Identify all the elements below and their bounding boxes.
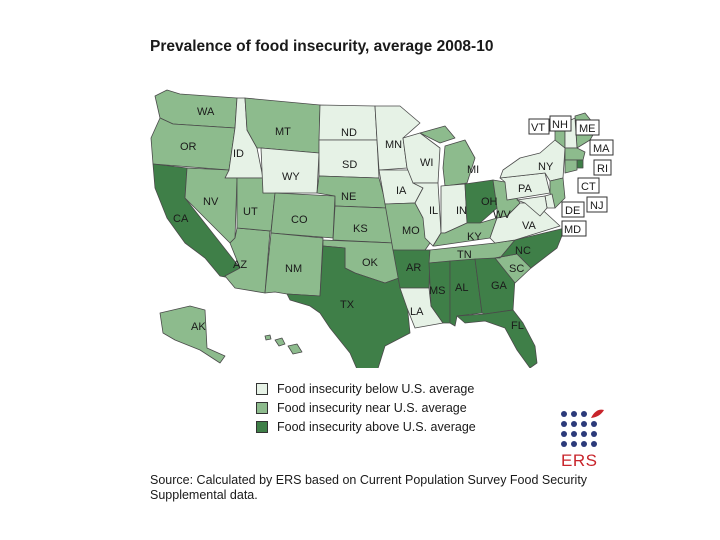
- label-IA: IA: [396, 185, 407, 197]
- label-WV: WV: [493, 209, 511, 221]
- state-NC: [494, 227, 566, 269]
- label-GA: GA: [491, 280, 508, 292]
- legend-label-near: Food insecurity near U.S. average: [277, 400, 467, 415]
- label-CT: CT: [581, 181, 596, 193]
- label-MD: MD: [564, 224, 581, 236]
- label-box-MD: [561, 220, 587, 237]
- label-VA: VA: [522, 220, 537, 232]
- label-MI: MI: [467, 164, 479, 176]
- legend-label-below: Food insecurity below U.S. average: [277, 381, 475, 396]
- label-KY: KY: [467, 231, 482, 243]
- label-TX: TX: [340, 299, 355, 311]
- label-box-VT: [528, 118, 550, 135]
- label-ID: ID: [233, 148, 244, 160]
- legend: Food insecurity below U.S. average Food …: [256, 379, 476, 436]
- label-OH: OH: [481, 196, 498, 208]
- label-DE: DE: [565, 205, 580, 217]
- state-CT: [564, 159, 578, 174]
- label-MA: MA: [593, 143, 610, 155]
- state-FL: [456, 309, 538, 368]
- us-map: WA OR CA ID NV AZ UT MT WY CO NM ND SD N…: [150, 89, 614, 368]
- state-RI: [576, 159, 584, 169]
- source-note: Source: Calculated by ERS based on Curre…: [150, 473, 588, 502]
- state-NY: [499, 139, 566, 182]
- label-IL: IL: [429, 205, 438, 217]
- state-IL: [412, 182, 442, 247]
- label-box-NH: [549, 115, 572, 132]
- map-title: Prevalence of food insecurity, average 2…: [150, 38, 494, 55]
- label-LA: LA: [410, 306, 424, 318]
- label-NM: NM: [285, 263, 302, 275]
- label-ME: ME: [579, 123, 596, 135]
- label-CO: CO: [291, 214, 308, 226]
- state-labels: WA OR CA ID NV AZ UT MT WY CO NM ND SD N…: [173, 106, 614, 333]
- label-NJ: NJ: [590, 200, 603, 212]
- label-MS: MS: [429, 285, 446, 297]
- label-NC: NC: [515, 245, 531, 257]
- label-MO: MO: [402, 225, 420, 237]
- state-OH: [464, 179, 498, 224]
- label-AZ: AZ: [233, 259, 247, 271]
- label-NE: NE: [341, 191, 356, 203]
- state-NV: [184, 167, 238, 244]
- legend-item-above: Food insecurity above U.S. average: [256, 417, 476, 436]
- label-WI: WI: [420, 157, 433, 169]
- state-MA: [564, 147, 586, 161]
- label-TN: TN: [457, 249, 472, 261]
- label-WY: WY: [282, 171, 300, 183]
- label-box-RI: [593, 159, 612, 176]
- label-UT: UT: [243, 206, 258, 218]
- label-AL: AL: [455, 282, 468, 294]
- label-AK: AK: [191, 321, 206, 333]
- state-HI: [264, 334, 303, 355]
- legend-swatch-near: [256, 401, 268, 414]
- label-MT: MT: [275, 126, 291, 138]
- label-RI: RI: [597, 163, 608, 175]
- label-OR: OR: [180, 141, 197, 153]
- label-MN: MN: [385, 139, 402, 151]
- ers-logo-text: ERS: [561, 451, 598, 470]
- state-TX: [286, 245, 411, 368]
- legend-item-below: Food insecurity below U.S. average: [256, 379, 476, 398]
- label-NV: NV: [203, 196, 219, 208]
- label-box-NJ: [586, 196, 608, 213]
- label-SD: SD: [342, 159, 357, 171]
- state-MI: [419, 125, 476, 187]
- label-PA: PA: [518, 183, 533, 195]
- label-box-ME: [575, 119, 600, 136]
- legend-item-near: Food insecurity near U.S. average: [256, 398, 476, 417]
- ers-logo-icon: [561, 409, 604, 447]
- label-OK: OK: [362, 257, 379, 269]
- label-NH: NH: [552, 119, 568, 131]
- label-CA: CA: [173, 213, 189, 225]
- label-KS: KS: [353, 223, 368, 235]
- label-AR: AR: [406, 262, 421, 274]
- label-SC: SC: [509, 263, 524, 275]
- state-MD: [516, 195, 548, 217]
- label-VT: VT: [531, 122, 545, 134]
- state-AK: [159, 305, 226, 364]
- legend-label-above: Food insecurity above U.S. average: [277, 419, 476, 434]
- label-box-DE: [561, 201, 585, 218]
- legend-swatch-above: [256, 420, 268, 433]
- label-WA: WA: [197, 106, 215, 118]
- state-MS: [428, 260, 451, 324]
- label-IN: IN: [456, 205, 467, 217]
- label-FL: FL: [511, 320, 524, 332]
- legend-swatch-below: [256, 382, 268, 395]
- label-box-CT: [577, 177, 600, 194]
- label-ND: ND: [341, 127, 357, 139]
- label-NY: NY: [538, 161, 554, 173]
- label-box-MA: [589, 139, 614, 156]
